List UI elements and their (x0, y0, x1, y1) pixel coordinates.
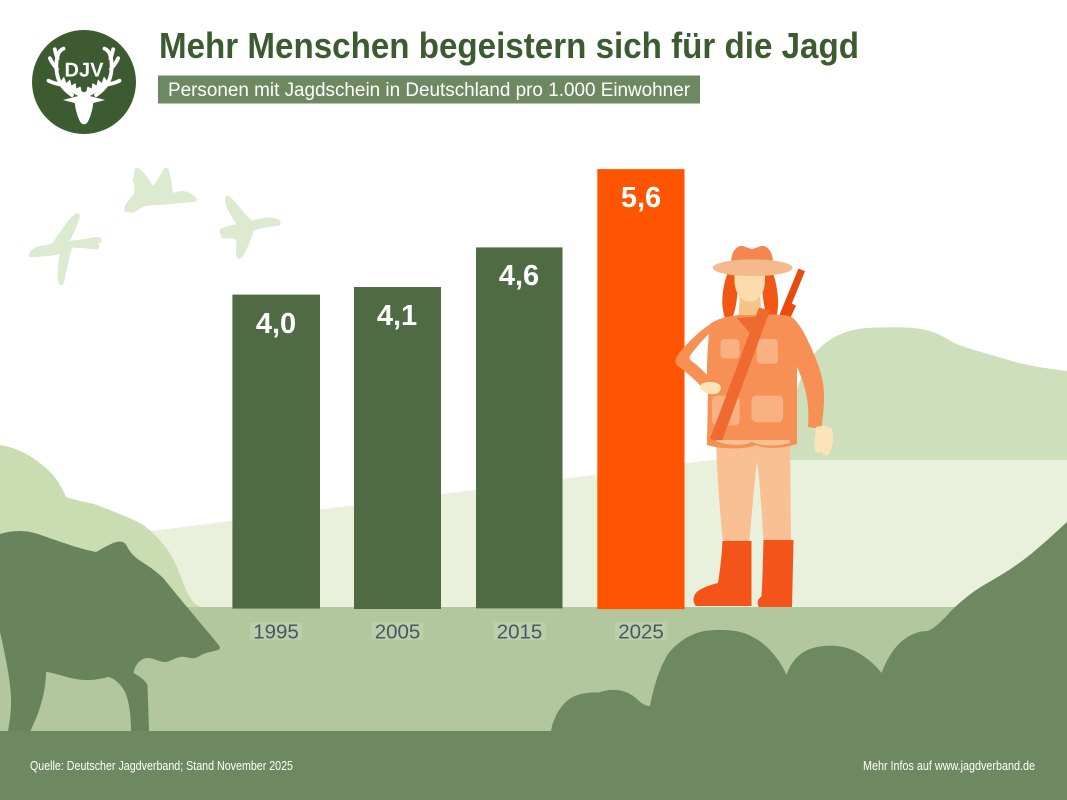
svg-text:5,6: 5,6 (621, 182, 661, 214)
svg-text:4,6: 4,6 (499, 260, 539, 292)
svg-text:Mehr Infos auf www.jagdverband: Mehr Infos auf www.jagdverband.de (863, 758, 1035, 773)
svg-text:DJV: DJV (65, 60, 105, 82)
svg-text:4,0: 4,0 (256, 308, 296, 340)
svg-text:2015: 2015 (497, 621, 543, 644)
svg-text:Quelle: Deutscher Jagdverband;: Quelle: Deutscher Jagdverband; Stand Nov… (30, 758, 293, 773)
svg-text:Mehr Menschen begeistern sich: Mehr Menschen begeistern sich für die Ja… (159, 25, 859, 66)
svg-text:Personen mit Jagdschein in Deu: Personen mit Jagdschein in Deutschland p… (168, 80, 691, 101)
svg-text:4,1: 4,1 (377, 300, 417, 332)
svg-text:1995: 1995 (253, 621, 299, 644)
svg-text:2025: 2025 (618, 621, 664, 644)
svg-text:2005: 2005 (375, 621, 421, 644)
